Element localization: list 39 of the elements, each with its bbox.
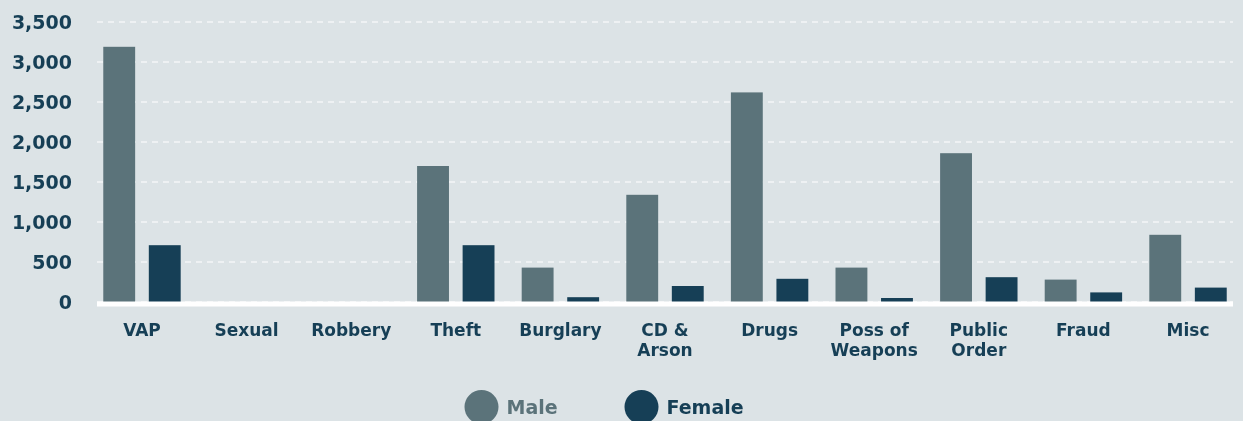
bar xyxy=(671,286,704,302)
y-tick-label: 3,500 xyxy=(11,10,72,33)
bar xyxy=(940,153,972,302)
y-tick-label: 1,500 xyxy=(11,170,72,193)
bar xyxy=(148,245,181,302)
y-tick-label: 2,000 xyxy=(11,130,72,153)
bar xyxy=(103,46,136,302)
x-tick-label: Misc xyxy=(1166,319,1210,340)
x-tick-label: Burglary xyxy=(519,319,602,340)
x-tick-label: CD & Arson xyxy=(637,319,693,360)
x-tick-label: Fraud xyxy=(1056,319,1111,340)
bar xyxy=(835,267,868,302)
bar xyxy=(462,245,495,302)
bar xyxy=(1149,234,1182,302)
y-tick-label: 2,500 xyxy=(11,90,72,113)
bar xyxy=(730,92,763,302)
bar xyxy=(417,166,449,302)
legend-label: Female xyxy=(666,395,744,418)
bar xyxy=(776,278,809,302)
y-tick-label: 3,000 xyxy=(11,50,72,73)
y-tick-label: 1,000 xyxy=(11,210,72,233)
x-tick-label: Drugs xyxy=(741,319,799,340)
bar xyxy=(567,297,600,302)
bar xyxy=(1044,279,1077,302)
bar xyxy=(521,267,554,302)
bar xyxy=(1090,292,1123,302)
y-tick-label: 500 xyxy=(32,250,72,273)
x-tick-label: Poss of Weapons xyxy=(830,319,918,360)
x-tick-label: Theft xyxy=(430,319,482,340)
bar xyxy=(985,277,1018,302)
x-tick-label: Public Order xyxy=(949,319,1009,360)
bar xyxy=(881,298,913,302)
x-tick-label: Sexual xyxy=(214,319,279,340)
x-tick-label: Robbery xyxy=(311,319,392,340)
y-tick-label: 0 xyxy=(58,290,72,313)
x-tick-label: VAP xyxy=(123,319,161,340)
bar xyxy=(1194,287,1227,302)
bar xyxy=(626,194,659,302)
legend-label: Male xyxy=(506,395,558,418)
